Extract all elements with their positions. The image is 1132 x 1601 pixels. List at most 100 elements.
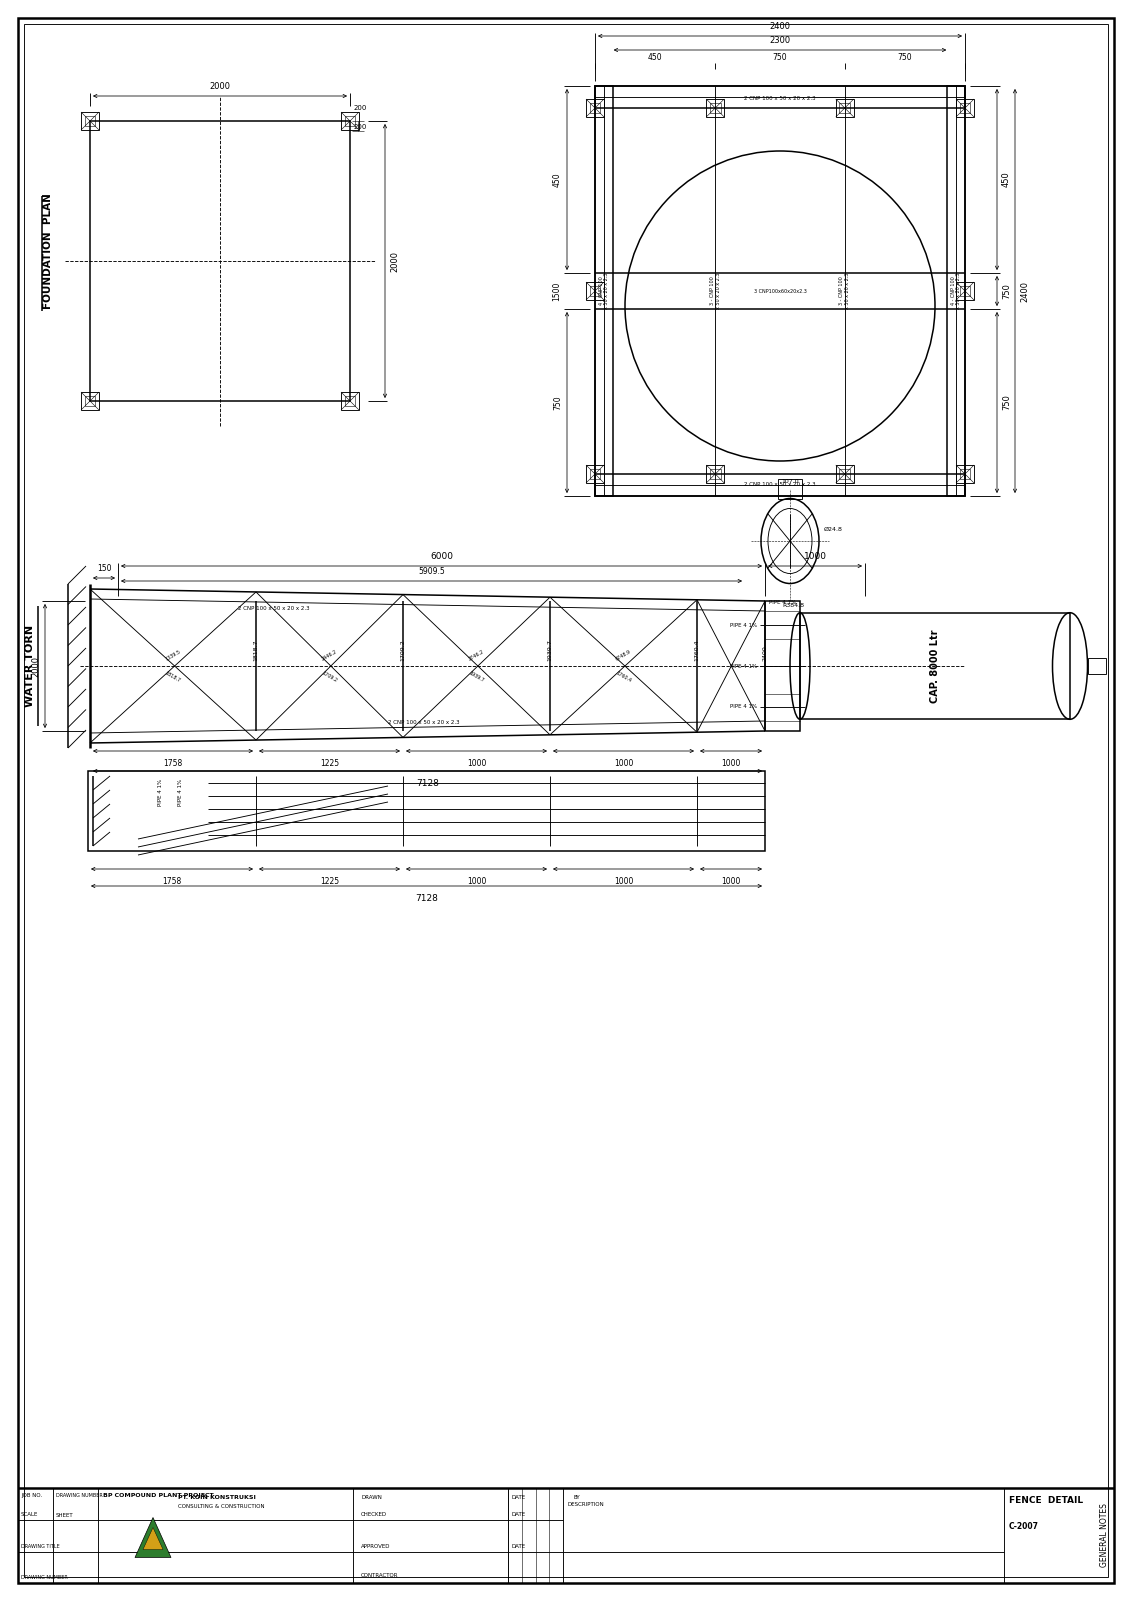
Text: 2400: 2400 xyxy=(1020,280,1029,301)
Text: PIPE 4 1%: PIPE 4 1% xyxy=(730,704,757,709)
Text: 750: 750 xyxy=(898,53,912,62)
Bar xyxy=(706,464,724,484)
Text: CONSULTING & CONSTRUCTION: CONSULTING & CONSTRUCTION xyxy=(178,1503,265,1510)
Text: 750: 750 xyxy=(1002,283,1011,299)
Text: 1000: 1000 xyxy=(721,877,740,885)
Text: 200: 200 xyxy=(354,106,368,110)
Text: 750: 750 xyxy=(773,53,788,62)
Text: 2000: 2000 xyxy=(391,250,398,272)
Text: DRAWING NUMBER: DRAWING NUMBER xyxy=(22,1575,68,1580)
Text: 2300: 2300 xyxy=(770,35,790,45)
Text: 1939.7: 1939.7 xyxy=(548,639,552,661)
Polygon shape xyxy=(143,1527,163,1550)
Bar xyxy=(590,102,600,114)
Text: 2746.2: 2746.2 xyxy=(468,648,486,661)
Text: 1939.7: 1939.7 xyxy=(468,671,484,684)
Bar xyxy=(590,469,600,479)
Text: 3 CNP100x60x20x2.3: 3 CNP100x60x20x2.3 xyxy=(754,288,806,293)
Text: 4 - CNP 100
x 50 x 20 x 2.3: 4 - CNP 100 x 50 x 20 x 2.3 xyxy=(599,272,609,309)
Bar xyxy=(957,464,974,484)
Text: 1500: 1500 xyxy=(552,282,561,301)
Bar xyxy=(710,469,721,479)
Text: 450: 450 xyxy=(648,53,662,62)
Bar xyxy=(595,86,964,107)
Text: 7128: 7128 xyxy=(417,780,439,788)
Text: BP COMPOUND PLANT PROJECT: BP COMPOUND PLANT PROJECT xyxy=(103,1494,214,1499)
Text: BY: BY xyxy=(573,1495,580,1500)
Text: DATE: DATE xyxy=(512,1543,526,1548)
Text: 1000: 1000 xyxy=(614,759,633,768)
Bar xyxy=(960,285,970,296)
Text: GENERAL NOTES: GENERAL NOTES xyxy=(1100,1503,1109,1567)
Text: 5909.5: 5909.5 xyxy=(418,567,445,576)
Text: 1758: 1758 xyxy=(162,877,181,885)
Bar xyxy=(839,102,850,114)
Bar xyxy=(85,395,95,407)
Text: 6000: 6000 xyxy=(430,552,453,560)
Text: SCALE: SCALE xyxy=(22,1513,38,1518)
Bar xyxy=(88,772,765,852)
Text: 1000: 1000 xyxy=(466,877,486,885)
Text: 1760.4: 1760.4 xyxy=(615,671,632,684)
Text: JOB NO.: JOB NO. xyxy=(22,1494,42,1499)
Bar xyxy=(344,395,355,407)
Text: 1225: 1225 xyxy=(320,877,340,885)
Text: 3 - CNP 100
x 50 x 20 x 2.3: 3 - CNP 100 x 50 x 20 x 2.3 xyxy=(710,272,721,309)
Bar xyxy=(85,115,95,126)
Text: 1760.4: 1760.4 xyxy=(695,639,700,661)
Text: 2446.2: 2446.2 xyxy=(320,648,338,661)
Bar xyxy=(706,99,724,117)
Text: 2400: 2400 xyxy=(763,645,767,661)
Bar xyxy=(595,86,614,496)
Bar xyxy=(82,392,98,410)
Text: R384.8: R384.8 xyxy=(782,604,804,608)
Text: DRAWING TITLE: DRAWING TITLE xyxy=(22,1543,60,1548)
Text: Ø24.8: Ø24.8 xyxy=(824,527,843,532)
Text: PIPE 4 1%: PIPE 4 1% xyxy=(158,780,163,807)
Text: 200: 200 xyxy=(354,123,368,130)
Text: PIPE 4 1%: PIPE 4 1% xyxy=(730,663,757,669)
Bar xyxy=(765,600,800,732)
Text: PT. KOIN KONSTRUKSI: PT. KOIN KONSTRUKSI xyxy=(178,1495,256,1500)
Text: 1000: 1000 xyxy=(466,759,486,768)
Text: 2000: 2000 xyxy=(209,82,231,91)
Text: 750: 750 xyxy=(1002,394,1011,410)
Text: 1709.2: 1709.2 xyxy=(320,671,338,684)
Text: 3 - CNP 100
x 50 x 20 x 2.3: 3 - CNP 100 x 50 x 20 x 2.3 xyxy=(839,272,850,309)
Bar xyxy=(947,86,964,496)
Bar xyxy=(91,122,350,400)
Text: 1225: 1225 xyxy=(320,759,340,768)
Bar xyxy=(1088,658,1106,674)
Text: SHEET: SHEET xyxy=(55,1513,74,1518)
Bar xyxy=(839,469,850,479)
Text: 150: 150 xyxy=(96,564,111,573)
Text: 450: 450 xyxy=(554,173,561,187)
Text: DATE: DATE xyxy=(512,1495,526,1500)
Bar xyxy=(590,285,600,296)
Text: 2000: 2000 xyxy=(31,655,40,677)
Bar xyxy=(835,99,854,117)
Text: DRAWING NUMBER: DRAWING NUMBER xyxy=(55,1494,103,1499)
Text: DATE: DATE xyxy=(512,1513,526,1518)
Bar xyxy=(957,282,974,299)
Text: 450: 450 xyxy=(1002,171,1011,187)
Bar xyxy=(778,479,801,500)
Text: 750: 750 xyxy=(554,395,561,410)
Text: 1709.2: 1709.2 xyxy=(401,639,405,661)
Bar xyxy=(835,464,854,484)
Text: 1818.7: 1818.7 xyxy=(164,671,181,684)
Bar xyxy=(82,112,98,130)
Text: 2 CNP 100 x 50 x 20 x 2.3: 2 CNP 100 x 50 x 20 x 2.3 xyxy=(744,482,816,487)
Text: 7128: 7128 xyxy=(415,893,438,903)
Bar xyxy=(595,474,964,496)
Bar xyxy=(586,282,604,299)
Bar xyxy=(586,99,604,117)
Text: 1339.5: 1339.5 xyxy=(164,648,181,661)
Polygon shape xyxy=(135,1518,171,1558)
Text: APPROVED: APPROVED xyxy=(361,1543,391,1548)
Text: FOUNDATION  PLAN: FOUNDATION PLAN xyxy=(43,194,53,309)
Text: CONTRACTOR: CONTRACTOR xyxy=(361,1574,398,1579)
Bar xyxy=(710,102,721,114)
Bar xyxy=(341,392,359,410)
Text: 107.0: 107.0 xyxy=(781,479,799,484)
